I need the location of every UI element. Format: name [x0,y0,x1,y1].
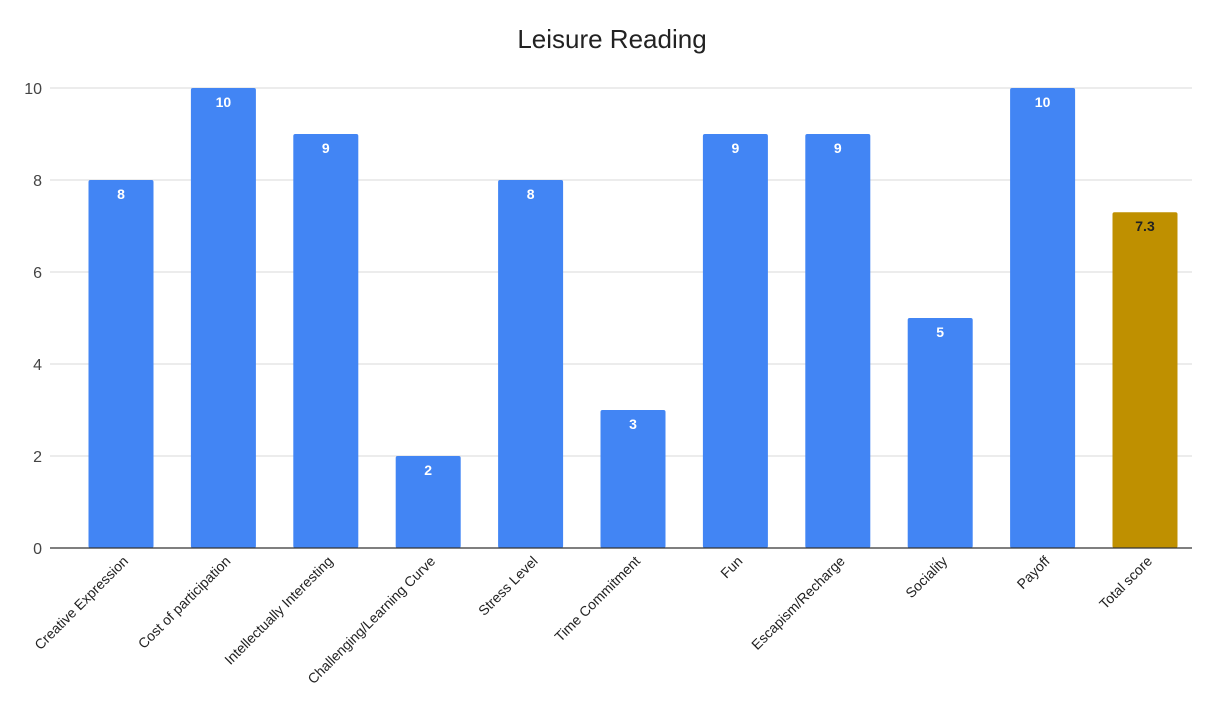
y-tick-label-4: 8 [33,173,42,190]
data-label-1: 10 [216,94,232,110]
data-label-0: 8 [117,186,125,202]
x-tick-label-2: Intellectually Interesting [221,553,336,668]
y-tick-label-0: 0 [33,541,42,558]
bars [88,88,1178,548]
bar-9 [1010,88,1076,548]
data-label-10: 7.3 [1135,218,1155,234]
x-tick-label-10: Total score [1096,553,1155,612]
bar-7 [805,134,871,548]
x-tick-label-8: Sociality [902,553,950,601]
data-label-4: 8 [527,186,535,202]
data-labels: 8 10 9 2 8 3 9 9 5 10 7.3 [117,94,1155,478]
x-tick-label-9: Payoff [1014,553,1053,592]
x-tick-label-6: Fun [717,553,745,581]
data-label-7: 9 [834,140,842,156]
data-label-6: 9 [732,140,740,156]
data-label-2: 9 [322,140,330,156]
bar-8 [907,318,973,548]
bar-10 [1112,212,1178,548]
bar-5 [600,410,666,548]
x-axis: Creative Expression Cost of participation… [31,547,1192,687]
y-tick-label-3: 6 [33,265,42,282]
data-label-5: 3 [629,416,637,432]
x-tick-label-0: Creative Expression [31,553,131,653]
x-tick-label-4: Stress Level [475,553,541,619]
y-tick-label-5: 10 [24,81,42,98]
data-label-8: 5 [936,324,944,340]
bar-6 [702,134,768,548]
data-label-9: 10 [1035,94,1051,110]
bar-0 [88,180,154,548]
bar-2 [293,134,359,548]
bar-3 [395,456,461,548]
y-axis: 0 2 4 6 8 10 [24,81,42,558]
y-tick-label-1: 2 [33,449,42,466]
chart-title: Leisure Reading [517,24,706,54]
bar-4 [498,180,564,548]
y-tick-label-2: 4 [33,357,42,374]
x-tick-label-7: Escapism/Recharge [748,553,848,653]
data-label-3: 2 [424,462,432,478]
x-tick-label-1: Cost of participation [135,553,234,652]
x-tick-label-5: Time Commitment [551,553,643,645]
bar-1 [190,88,256,548]
